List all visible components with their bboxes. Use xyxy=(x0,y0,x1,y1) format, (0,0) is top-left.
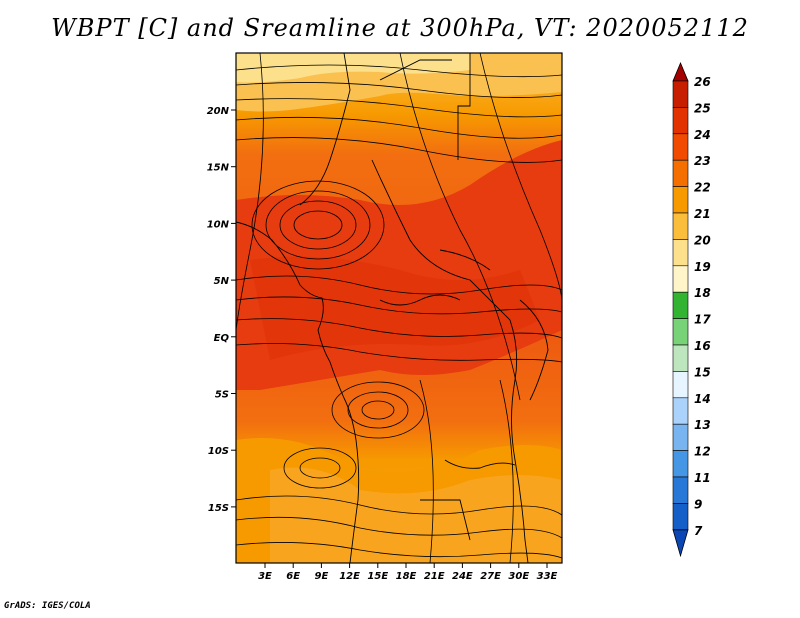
lat-label: 20N xyxy=(207,106,230,117)
colorbar-top-arrow xyxy=(672,61,689,82)
map-title: WBPT [C] and Sreamline at 300hPa, VT: 20… xyxy=(51,14,749,42)
colorbar-label: 16 xyxy=(694,339,711,353)
colorbar-swatch xyxy=(672,186,689,214)
map-frame xyxy=(235,52,563,564)
lon-label: 33E xyxy=(537,571,558,582)
colorbar-swatch xyxy=(672,476,689,504)
grads-credit: GrADS: IGES/COLA xyxy=(4,601,91,611)
lon-label: 15E xyxy=(367,571,388,582)
colorbar-bottom-arrow xyxy=(672,529,689,558)
colorbar-swatch xyxy=(672,450,689,478)
colorbar-label: 13 xyxy=(694,418,711,432)
lon-label: 3E xyxy=(258,571,272,582)
colorbar-swatch xyxy=(672,239,689,267)
colorbar-swatch xyxy=(672,133,689,161)
colorbar-label: 14 xyxy=(694,392,711,406)
lat-axis: 20N 15N 10N 5N EQ 5S 10S 15S xyxy=(207,106,236,514)
lon-label: 30E xyxy=(508,571,529,582)
lon-label: 24E xyxy=(452,571,473,582)
colorbar-label: 7 xyxy=(694,524,703,538)
colorbar-swatch xyxy=(672,107,689,135)
colorbar-swatch xyxy=(672,503,689,531)
colorbar-label: 12 xyxy=(694,445,711,459)
lon-label: 6E xyxy=(286,571,300,582)
colorbar: 26 25 24 23 22 21 20 19 18 17 16 15 14 13 12 11 9 7 xyxy=(672,61,711,558)
lat-label: EQ xyxy=(214,333,230,344)
colorbar-swatch xyxy=(672,371,689,399)
lat-label: 15S xyxy=(208,503,229,514)
lat-label: 15N xyxy=(207,163,230,174)
colorbar-label: 18 xyxy=(694,286,711,300)
colorbar-label: 20 xyxy=(694,233,711,247)
colorbar-swatch xyxy=(672,344,689,372)
lon-axis: 3E 6E 9E 12E 15E 18E 21E 24E 27E 30E 33E xyxy=(258,563,558,582)
colorbar-label: 9 xyxy=(694,497,702,511)
lon-label: 12E xyxy=(339,571,360,582)
colorbar-label: 17 xyxy=(694,313,711,327)
colorbar-swatch xyxy=(672,265,689,293)
colorbar-label: 24 xyxy=(694,128,711,142)
lon-label: 21E xyxy=(424,571,445,582)
colorbar-label: 19 xyxy=(694,260,711,274)
colorbar-swatch xyxy=(672,159,689,187)
colorbar-label: 26 xyxy=(694,75,711,89)
lat-label: 5N xyxy=(214,276,230,287)
streamlines xyxy=(236,53,562,563)
colorbar-label: 15 xyxy=(694,365,711,379)
colorbar-swatch xyxy=(672,318,689,346)
colorbar-label: 11 xyxy=(694,471,711,485)
colorbar-label: 25 xyxy=(694,101,711,115)
colorbar-label: 23 xyxy=(694,154,711,168)
lat-label: 5S xyxy=(215,390,229,401)
colorbar-swatch xyxy=(672,212,689,240)
lat-label: 10S xyxy=(208,446,229,457)
lon-label: 27E xyxy=(480,571,501,582)
lon-label: 18E xyxy=(396,571,417,582)
colorbar-swatch xyxy=(672,291,689,319)
colorbar-label: 22 xyxy=(694,181,711,195)
colorbar-swatch xyxy=(672,80,689,108)
lat-label: 10N xyxy=(207,219,230,230)
colorbar-swatch xyxy=(672,423,689,451)
colorbar-swatch xyxy=(672,397,689,425)
colorbar-label: 21 xyxy=(694,207,711,221)
lon-label: 9E xyxy=(315,571,329,582)
